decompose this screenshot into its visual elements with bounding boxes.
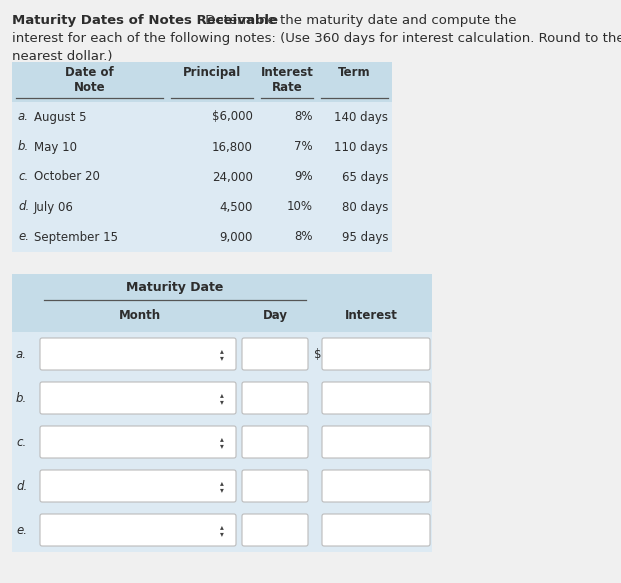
Bar: [12, 62, 392, 102]
FancyBboxPatch shape: [40, 382, 236, 414]
Text: 16,800: 16,800: [212, 141, 253, 153]
Text: ▴
▾: ▴ ▾: [220, 389, 224, 406]
Text: ▴
▾: ▴ ▾: [220, 434, 224, 450]
Text: $: $: [314, 347, 322, 360]
Bar: [12, 102, 392, 252]
FancyBboxPatch shape: [40, 514, 236, 546]
Text: a.: a.: [18, 111, 29, 124]
Text: $6,000: $6,000: [212, 111, 253, 124]
Text: 8%: 8%: [294, 230, 313, 244]
Text: 65 days: 65 days: [342, 170, 388, 184]
FancyBboxPatch shape: [242, 426, 308, 458]
Text: b.: b.: [16, 392, 27, 405]
Text: 9%: 9%: [294, 170, 313, 184]
Text: 8%: 8%: [294, 111, 313, 124]
Text: Day: Day: [263, 309, 288, 322]
Text: 7%: 7%: [294, 141, 313, 153]
FancyBboxPatch shape: [322, 514, 430, 546]
Text: July 06: July 06: [34, 201, 74, 213]
Text: Interest: Interest: [345, 309, 397, 322]
Text: ▴
▾: ▴ ▾: [220, 522, 224, 538]
Text: Maturity Date: Maturity Date: [126, 281, 224, 294]
Bar: [12, 274, 432, 332]
Text: 110 days: 110 days: [334, 141, 388, 153]
Text: d.: d.: [16, 479, 27, 493]
Text: 95 days: 95 days: [342, 230, 388, 244]
Text: 10%: 10%: [287, 201, 313, 213]
Text: Term: Term: [338, 66, 371, 79]
FancyBboxPatch shape: [242, 514, 308, 546]
Text: nearest dollar.): nearest dollar.): [12, 50, 112, 63]
Text: Principal: Principal: [183, 66, 241, 79]
FancyBboxPatch shape: [322, 426, 430, 458]
Text: c.: c.: [16, 436, 26, 448]
Text: May 10: May 10: [34, 141, 77, 153]
FancyBboxPatch shape: [242, 382, 308, 414]
Text: b.: b.: [18, 141, 29, 153]
Text: 80 days: 80 days: [342, 201, 388, 213]
Text: Determine the maturity date and compute the: Determine the maturity date and compute …: [201, 14, 516, 27]
Text: August 5: August 5: [34, 111, 86, 124]
FancyBboxPatch shape: [242, 338, 308, 370]
Text: c.: c.: [18, 170, 28, 184]
FancyBboxPatch shape: [40, 338, 236, 370]
Text: interest for each of the following notes: (Use 360 days for interest calculation: interest for each of the following notes…: [12, 32, 621, 45]
Text: Maturity Dates of Notes Receivable: Maturity Dates of Notes Receivable: [12, 14, 278, 27]
FancyBboxPatch shape: [322, 470, 430, 502]
Text: 4,500: 4,500: [220, 201, 253, 213]
Text: ▴
▾: ▴ ▾: [220, 346, 224, 362]
Text: d.: d.: [18, 201, 29, 213]
Text: October 20: October 20: [34, 170, 100, 184]
FancyBboxPatch shape: [40, 470, 236, 502]
FancyBboxPatch shape: [322, 338, 430, 370]
Text: ▴
▾: ▴ ▾: [220, 477, 224, 494]
FancyBboxPatch shape: [40, 426, 236, 458]
Text: a.: a.: [16, 347, 27, 360]
Text: Interest
Rate: Interest Rate: [261, 66, 314, 94]
Text: Date of
Note: Date of Note: [65, 66, 114, 94]
Text: Month: Month: [119, 309, 161, 322]
Text: 9,000: 9,000: [220, 230, 253, 244]
FancyBboxPatch shape: [322, 382, 430, 414]
Text: 140 days: 140 days: [334, 111, 388, 124]
Text: 24,000: 24,000: [212, 170, 253, 184]
Text: September 15: September 15: [34, 230, 118, 244]
Text: e.: e.: [16, 524, 27, 536]
FancyBboxPatch shape: [242, 470, 308, 502]
Text: e.: e.: [18, 230, 29, 244]
Bar: [12, 332, 432, 552]
